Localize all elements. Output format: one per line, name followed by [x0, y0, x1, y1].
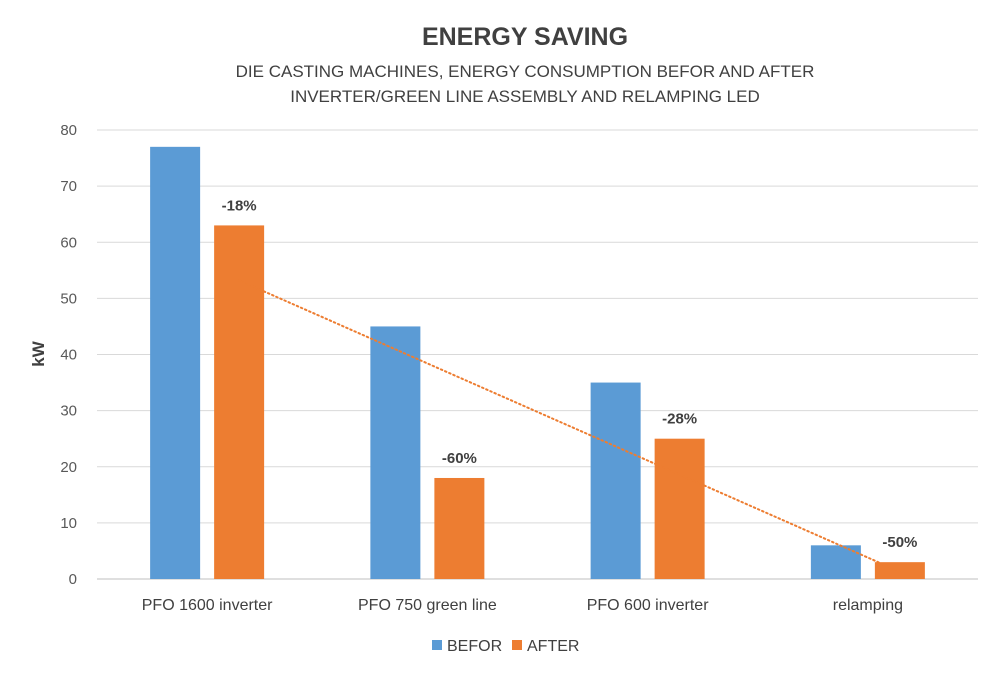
legend: BEFOR AFTER — [432, 638, 579, 655]
y-tick-label: 40 — [60, 347, 77, 364]
x-tick-label: relamping — [833, 597, 903, 614]
data-labels: -18% -60% -28% -50% — [222, 197, 918, 551]
y-tick-label: 0 — [69, 571, 77, 588]
y-tick-label: 60 — [60, 234, 77, 251]
bar-after — [654, 438, 705, 579]
trendline — [238, 279, 901, 573]
y-tick-label: 70 — [60, 178, 77, 195]
trendline-after — [238, 279, 901, 573]
bar-befor — [590, 382, 641, 579]
legend-swatch-after — [512, 640, 522, 650]
x-tick-label: PFO 750 green line — [358, 597, 497, 614]
data-label: -60% — [442, 450, 477, 467]
bars — [150, 146, 925, 579]
data-label: -28% — [662, 411, 697, 428]
data-label: -50% — [882, 534, 917, 551]
legend-swatch-befor — [432, 640, 442, 650]
bar-befor — [370, 326, 421, 579]
data-label: -18% — [222, 197, 257, 214]
legend-label-befor: BEFOR — [447, 638, 502, 655]
y-tick-label: 80 — [60, 122, 77, 139]
y-tick-label: 30 — [60, 403, 77, 420]
y-tick-labels: 0 10 20 30 40 50 60 70 80 — [60, 122, 77, 588]
chart-title: ENERGY SAVING — [422, 23, 628, 51]
bar-after — [214, 225, 265, 579]
chart-subtitle-line-2: INVERTER/GREEN LINE ASSEMBLY AND RELAMPI… — [290, 87, 760, 106]
y-axis-label: kW — [29, 340, 48, 366]
bar-after — [434, 477, 485, 579]
y-tick-label: 10 — [60, 515, 77, 532]
x-tick-label: PFO 1600 inverter — [142, 597, 273, 614]
x-tick-label: PFO 600 inverter — [587, 597, 710, 614]
y-tick-label: 50 — [60, 290, 77, 307]
category-labels: PFO 1600 inverter PFO 750 green line PFO 6… — [142, 597, 903, 614]
legend-label-after: AFTER — [527, 638, 579, 655]
chart-subtitle-line-1: DIE CASTING MACHINES, ENERGY CONSUMPTION… — [236, 62, 815, 81]
y-tick-label: 20 — [60, 459, 77, 476]
bar-befor — [150, 146, 201, 579]
